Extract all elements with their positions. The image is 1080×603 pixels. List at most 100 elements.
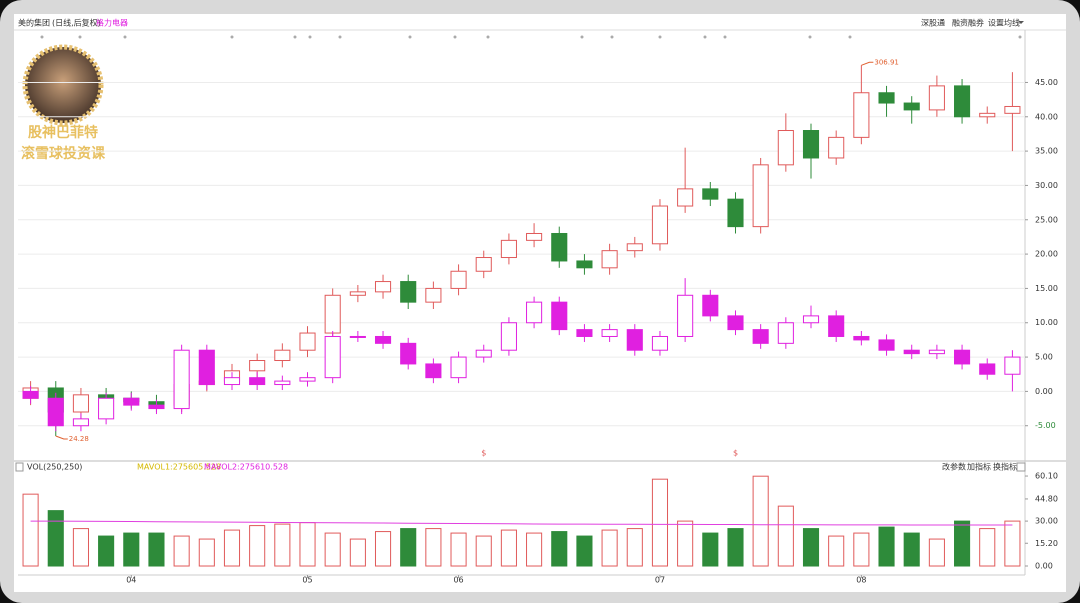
- volume-bar: [374, 531, 392, 567]
- candle-body: [903, 102, 920, 111]
- volume-bar: [626, 528, 643, 567]
- candle-body: [72, 418, 89, 427]
- volume-bar: [274, 523, 291, 567]
- volume-bar: [47, 510, 64, 567]
- candle-body: [878, 92, 895, 104]
- volume-tick-label: 15.20: [1035, 539, 1058, 548]
- y-tick-label: 15.00: [1035, 284, 1058, 293]
- candle-body: [903, 349, 920, 355]
- volume-bar: [72, 528, 89, 567]
- candle-body: [1004, 356, 1021, 375]
- subtitle: (日线,后复权): [52, 18, 101, 28]
- volume-bar: [752, 475, 769, 567]
- toolbar-button[interactable]: 深股通: [921, 18, 945, 28]
- watermark-text: 滚雪球投资课: [21, 145, 106, 162]
- volume-bar: [702, 532, 719, 567]
- low-label: 24.28: [69, 435, 89, 443]
- candle-body: [979, 112, 996, 118]
- candle-body: [626, 329, 643, 351]
- y-tick-label: -5.00: [1035, 421, 1056, 430]
- candle-body: [601, 250, 618, 269]
- candle-body: [500, 239, 517, 259]
- indicator-button[interactable]: 加指标: [967, 462, 991, 472]
- y-tick-label: 5.00: [1035, 353, 1053, 362]
- candle-body: [198, 349, 215, 386]
- candle-body: [777, 322, 794, 344]
- candle-body: [274, 380, 291, 386]
- candle-body: [727, 315, 744, 331]
- dividend-marker: $: [481, 449, 486, 458]
- volume-bar: [249, 525, 266, 567]
- close-button[interactable]: [1016, 462, 1026, 472]
- volume-bar: [576, 535, 593, 567]
- volume-bar: [551, 531, 568, 567]
- candle-body: [752, 329, 769, 344]
- toolbar-button[interactable]: 设置均线: [988, 18, 1020, 28]
- candle-body: [551, 232, 568, 262]
- candle-body: [828, 315, 845, 337]
- candle-body: [349, 335, 366, 338]
- compare-label[interactable]: 格力电器: [96, 18, 128, 28]
- volume-tick-label: 0.00: [1035, 562, 1053, 571]
- candle-body: [425, 287, 442, 303]
- volume-bar: [475, 535, 492, 567]
- dividend-marker: $: [733, 449, 738, 458]
- candle-body: [651, 205, 669, 245]
- candle-body: [274, 349, 291, 362]
- volume-bar: [526, 532, 543, 567]
- indicator-button[interactable]: 改参数: [942, 462, 966, 472]
- candle-body: [677, 188, 694, 207]
- candle-body: [777, 130, 794, 166]
- candle-body: [752, 164, 769, 228]
- candle-body: [576, 260, 593, 269]
- candle-body: [954, 349, 971, 365]
- volume-bar: [677, 520, 694, 567]
- y-tick-label: 30.00: [1035, 181, 1058, 190]
- candle-body: [374, 335, 392, 344]
- watermark-text: 股神巴菲特: [28, 124, 98, 141]
- candle-body: [47, 397, 64, 427]
- volume-bar: [1004, 520, 1021, 567]
- candle-body: [450, 270, 467, 289]
- volume-bar: [651, 478, 669, 567]
- volume-bar: [878, 526, 895, 567]
- y-tick-label: 25.00: [1035, 215, 1058, 224]
- candle-body: [853, 92, 870, 138]
- indicator-button[interactable]: 换指标: [993, 462, 1017, 472]
- volume-bar: [727, 528, 744, 567]
- candle-body: [173, 349, 190, 410]
- volume-bar: [828, 535, 845, 567]
- toolbar-button[interactable]: 融资融券: [952, 18, 984, 28]
- mavol1-label: MAVOL1:275605.528: [137, 463, 221, 472]
- candle-body: [374, 281, 392, 293]
- candle-body: [551, 301, 568, 331]
- title: 美的集团: [18, 18, 50, 28]
- candle-body: [1004, 105, 1021, 114]
- volume-bar: [22, 493, 39, 567]
- volume-bar: [853, 532, 870, 567]
- volume-bar: [802, 528, 820, 567]
- x-tick-label: 05: [302, 576, 312, 585]
- candle-body: [450, 356, 467, 379]
- volume-bar: [324, 532, 341, 567]
- avatar: [22, 44, 104, 126]
- candle-body: [626, 243, 643, 252]
- volume-bar: [198, 538, 215, 567]
- candle-body: [802, 130, 820, 159]
- annotation-arrow: [55, 435, 68, 440]
- x-tick-label: 04: [126, 576, 136, 585]
- candle-body: [223, 377, 241, 386]
- volume-bar: [425, 528, 442, 567]
- y-tick-label: 45.00: [1035, 78, 1058, 87]
- candle-body: [324, 335, 341, 379]
- volume-ma-line: [30, 520, 1013, 526]
- candle-body: [475, 257, 492, 272]
- volume-bar: [954, 520, 971, 567]
- candle-body: [954, 85, 971, 118]
- pane-icon[interactable]: [15, 462, 24, 472]
- candle-body: [249, 360, 266, 372]
- candle-body: [979, 363, 996, 375]
- volume-bar: [400, 528, 417, 567]
